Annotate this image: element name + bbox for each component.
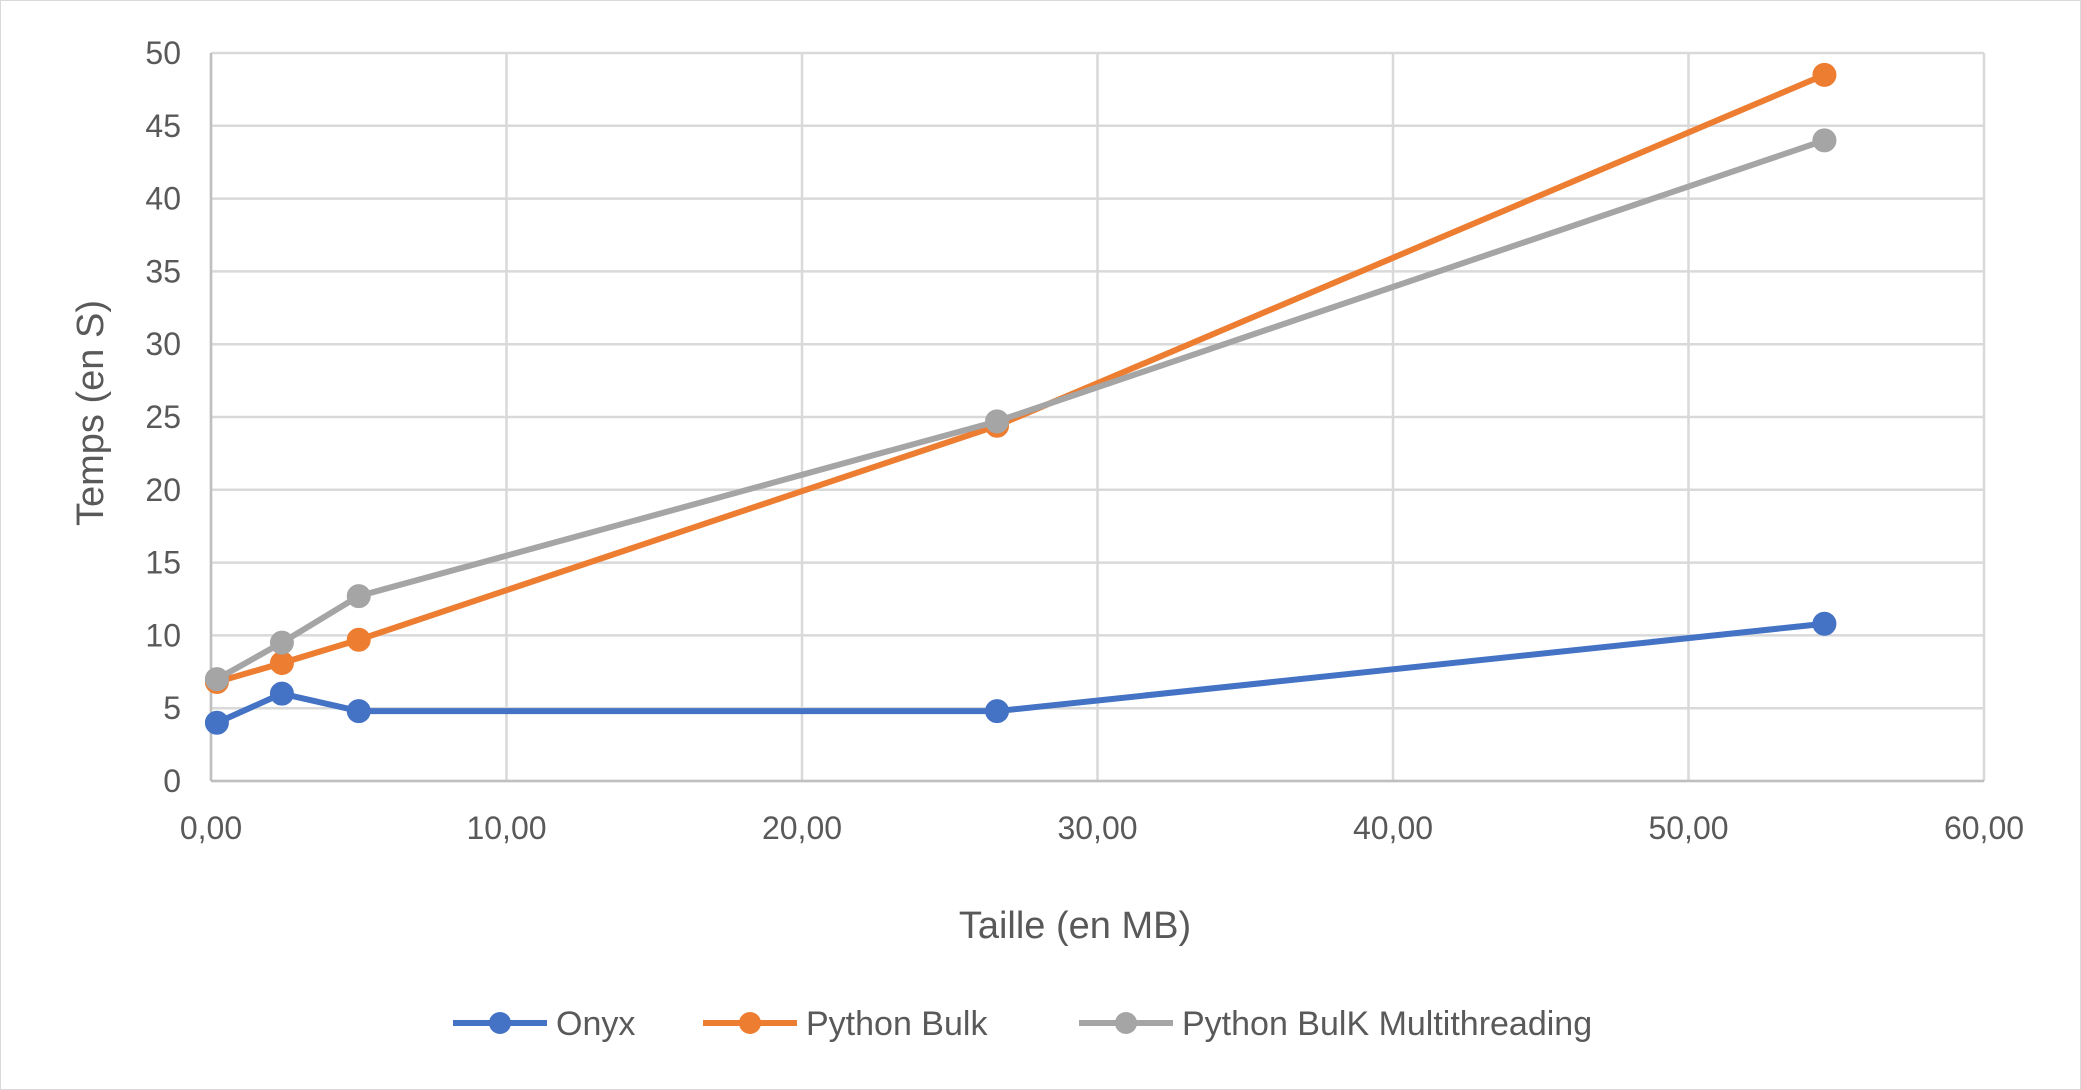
- data-point: [346, 584, 371, 609]
- x-tick-label: 30,00: [1057, 810, 1137, 846]
- legend-label: Python Bulk: [806, 1005, 988, 1043]
- data-point: [346, 627, 371, 652]
- legend-item: Python Bulk: [703, 1005, 988, 1043]
- data-point: [985, 409, 1010, 434]
- data-point: [204, 667, 229, 692]
- y-tick-label: 0: [163, 763, 181, 799]
- legend-swatch-marker: [489, 1012, 511, 1034]
- legend-item: Python BulK Multithreading: [1079, 1005, 1592, 1043]
- legend-swatch-marker: [1115, 1012, 1137, 1034]
- legend-label: Onyx: [556, 1005, 635, 1043]
- y-tick-label: 20: [145, 472, 181, 508]
- x-tick-label: 60,00: [1944, 810, 2024, 846]
- data-point: [1812, 128, 1837, 153]
- y-tick-label: 50: [145, 35, 181, 71]
- y-tick-label: 5: [163, 690, 181, 726]
- y-tick-label: 10: [145, 617, 181, 653]
- legend-item: Onyx: [453, 1005, 635, 1043]
- data-point: [269, 630, 294, 655]
- y-tick-label: 45: [145, 108, 181, 144]
- data-point: [1812, 611, 1837, 636]
- x-tick-label: 20,00: [762, 810, 842, 846]
- y-tick-label: 25: [145, 399, 181, 435]
- y-tick-label: 30: [145, 326, 181, 362]
- axis-lines: [209, 53, 1984, 783]
- x-axis-ticks: 0,00 10,00 20,00 30,00 40,00 50,00 60,00: [180, 810, 2024, 846]
- data-point: [204, 710, 229, 735]
- x-tick-label: 0,00: [180, 810, 242, 846]
- series-0: [204, 611, 1837, 735]
- y-tick-label: 15: [145, 545, 181, 581]
- data-point: [269, 651, 294, 676]
- y-tick-label: 40: [145, 181, 181, 217]
- x-tick-label: 40,00: [1353, 810, 1433, 846]
- data-point: [985, 699, 1010, 724]
- y-axis-ticks: 0 5 10 15 20 25 30 35 40 45 50: [145, 35, 181, 799]
- data-point: [1812, 62, 1837, 87]
- series-2: [204, 128, 1837, 692]
- series-layer: [204, 62, 1837, 735]
- legend: Onyx Python Bulk Python BulK Multithreadin…: [453, 1005, 1592, 1043]
- gridlines: [209, 51, 1986, 783]
- legend-swatch-marker: [739, 1012, 761, 1034]
- data-point: [346, 699, 371, 724]
- y-tick-label: 35: [145, 253, 181, 289]
- series-line: [213, 71, 1828, 685]
- series-line: [213, 137, 1828, 683]
- x-axis-title: Taille (en MB): [959, 905, 1191, 947]
- data-point: [269, 681, 294, 706]
- y-axis-title: Temps (en S): [70, 300, 112, 526]
- series-1: [204, 62, 1837, 694]
- x-tick-label: 10,00: [466, 810, 546, 846]
- legend-label: Python BulK Multithreading: [1182, 1005, 1592, 1043]
- x-tick-label: 50,00: [1648, 810, 1728, 846]
